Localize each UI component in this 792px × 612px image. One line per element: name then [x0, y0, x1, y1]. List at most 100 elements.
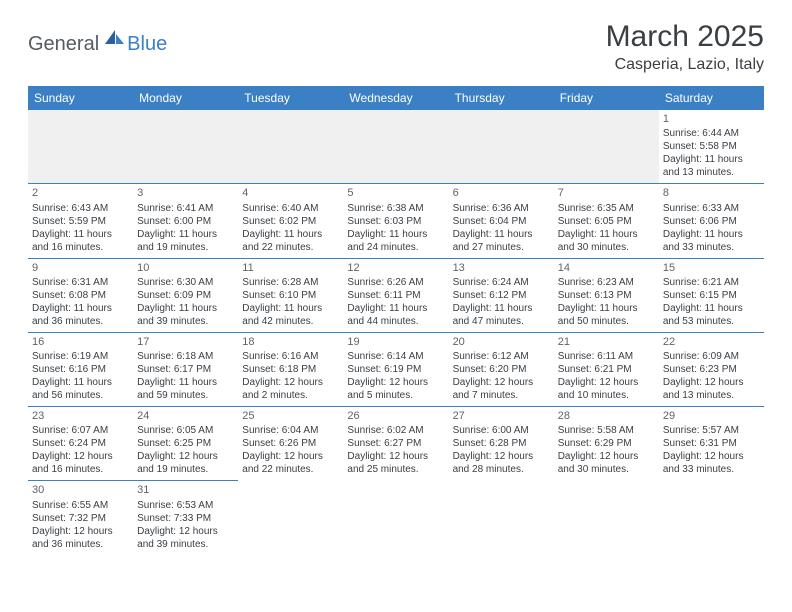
calendar-week: 30Sunrise: 6:55 AMSunset: 7:32 PMDayligh…	[28, 481, 764, 555]
day-detail: Daylight: 12 hours	[663, 450, 760, 463]
calendar-empty	[659, 481, 764, 555]
day-detail: Sunrise: 5:57 AM	[663, 424, 760, 437]
calendar-empty	[28, 110, 133, 184]
day-detail: Sunset: 6:29 PM	[558, 437, 655, 450]
day-detail: Sunset: 6:10 PM	[242, 289, 339, 302]
calendar-day: 18Sunrise: 6:16 AMSunset: 6:18 PMDayligh…	[238, 332, 343, 406]
day-detail: Sunrise: 6:33 AM	[663, 202, 760, 215]
day-detail: Sunrise: 6:35 AM	[558, 202, 655, 215]
day-number: 10	[137, 261, 234, 275]
day-detail: Sunrise: 6:19 AM	[32, 350, 129, 363]
day-number: 1	[663, 112, 760, 126]
day-detail: Sunset: 6:04 PM	[453, 215, 550, 228]
day-detail: Sunrise: 6:55 AM	[32, 499, 129, 512]
logo-text-general: General	[28, 33, 99, 56]
day-detail: and 19 minutes.	[137, 463, 234, 476]
day-detail: and 13 minutes.	[663, 166, 760, 179]
day-detail: and 36 minutes.	[32, 538, 129, 551]
day-detail: Sunrise: 6:26 AM	[347, 276, 444, 289]
day-detail: Daylight: 12 hours	[663, 376, 760, 389]
calendar-day: 20Sunrise: 6:12 AMSunset: 6:20 PMDayligh…	[449, 332, 554, 406]
day-number: 18	[242, 335, 339, 349]
day-detail: Sunrise: 5:58 AM	[558, 424, 655, 437]
day-detail: Sunrise: 6:04 AM	[242, 424, 339, 437]
day-detail: and 28 minutes.	[453, 463, 550, 476]
day-detail: and 30 minutes.	[558, 463, 655, 476]
day-number: 3	[137, 186, 234, 200]
calendar-day: 16Sunrise: 6:19 AMSunset: 6:16 PMDayligh…	[28, 332, 133, 406]
day-detail: and 53 minutes.	[663, 315, 760, 328]
calendar-day: 25Sunrise: 6:04 AMSunset: 6:26 PMDayligh…	[238, 407, 343, 481]
calendar-day: 31Sunrise: 6:53 AMSunset: 7:33 PMDayligh…	[133, 481, 238, 555]
calendar-week: 9Sunrise: 6:31 AMSunset: 6:08 PMDaylight…	[28, 258, 764, 332]
calendar-day: 30Sunrise: 6:55 AMSunset: 7:32 PMDayligh…	[28, 481, 133, 555]
day-header: Friday	[554, 86, 659, 110]
day-detail: Sunset: 6:05 PM	[558, 215, 655, 228]
logo: General Blue	[28, 28, 167, 61]
day-number: 2	[32, 186, 129, 200]
day-detail: and 2 minutes.	[242, 389, 339, 402]
month-title: March 2025	[606, 20, 764, 54]
day-detail: Daylight: 12 hours	[558, 450, 655, 463]
day-detail: Sunset: 6:20 PM	[453, 363, 550, 376]
day-detail: Daylight: 11 hours	[347, 228, 444, 241]
day-detail: Sunrise: 6:11 AM	[558, 350, 655, 363]
calendar-empty	[343, 110, 448, 184]
day-detail: Sunset: 6:16 PM	[32, 363, 129, 376]
day-detail: Sunset: 6:02 PM	[242, 215, 339, 228]
day-detail: and 59 minutes.	[137, 389, 234, 402]
calendar-empty	[554, 481, 659, 555]
day-number: 13	[453, 261, 550, 275]
day-detail: and 22 minutes.	[242, 463, 339, 476]
calendar-empty	[449, 481, 554, 555]
day-detail: Daylight: 11 hours	[242, 302, 339, 315]
day-number: 11	[242, 261, 339, 275]
day-detail: and 36 minutes.	[32, 315, 129, 328]
location: Casperia, Lazio, Italy	[606, 56, 764, 74]
day-detail: Daylight: 12 hours	[347, 376, 444, 389]
day-detail: Sunset: 6:24 PM	[32, 437, 129, 450]
day-detail: Daylight: 11 hours	[663, 302, 760, 315]
day-detail: and 42 minutes.	[242, 315, 339, 328]
day-detail: and 13 minutes.	[663, 389, 760, 402]
header: General Blue March 2025 Casperia, Lazio,…	[28, 20, 764, 74]
day-number: 16	[32, 335, 129, 349]
day-detail: and 22 minutes.	[242, 241, 339, 254]
day-detail: and 27 minutes.	[453, 241, 550, 254]
day-detail: Sunrise: 6:05 AM	[137, 424, 234, 437]
calendar-day: 7Sunrise: 6:35 AMSunset: 6:05 PMDaylight…	[554, 184, 659, 258]
calendar-table: SundayMondayTuesdayWednesdayThursdayFrid…	[28, 86, 764, 555]
day-number: 29	[663, 409, 760, 423]
day-number: 30	[32, 483, 129, 497]
calendar-empty	[554, 110, 659, 184]
day-detail: and 33 minutes.	[663, 241, 760, 254]
calendar-day: 21Sunrise: 6:11 AMSunset: 6:21 PMDayligh…	[554, 332, 659, 406]
day-header: Saturday	[659, 86, 764, 110]
day-detail: Sunset: 6:08 PM	[32, 289, 129, 302]
day-number: 25	[242, 409, 339, 423]
calendar-empty	[238, 110, 343, 184]
calendar-body: 1Sunrise: 6:44 AMSunset: 5:58 PMDaylight…	[28, 110, 764, 555]
calendar-day: 23Sunrise: 6:07 AMSunset: 6:24 PMDayligh…	[28, 407, 133, 481]
day-detail: Sunrise: 6:14 AM	[347, 350, 444, 363]
calendar-day: 27Sunrise: 6:00 AMSunset: 6:28 PMDayligh…	[449, 407, 554, 481]
day-detail: Sunset: 6:18 PM	[242, 363, 339, 376]
day-number: 23	[32, 409, 129, 423]
day-number: 21	[558, 335, 655, 349]
calendar-empty	[133, 110, 238, 184]
day-detail: Daylight: 11 hours	[32, 228, 129, 241]
sail-icon	[103, 28, 125, 51]
day-detail: Sunrise: 6:24 AM	[453, 276, 550, 289]
day-detail: Sunset: 6:00 PM	[137, 215, 234, 228]
day-detail: Sunset: 6:17 PM	[137, 363, 234, 376]
day-number: 4	[242, 186, 339, 200]
calendar-empty	[449, 110, 554, 184]
day-detail: Sunset: 5:59 PM	[32, 215, 129, 228]
day-detail: and 50 minutes.	[558, 315, 655, 328]
day-detail: Sunrise: 6:53 AM	[137, 499, 234, 512]
day-detail: Sunrise: 6:36 AM	[453, 202, 550, 215]
day-detail: and 39 minutes.	[137, 538, 234, 551]
day-detail: Sunrise: 6:30 AM	[137, 276, 234, 289]
calendar-day: 6Sunrise: 6:36 AMSunset: 6:04 PMDaylight…	[449, 184, 554, 258]
day-detail: Sunrise: 6:44 AM	[663, 127, 760, 140]
